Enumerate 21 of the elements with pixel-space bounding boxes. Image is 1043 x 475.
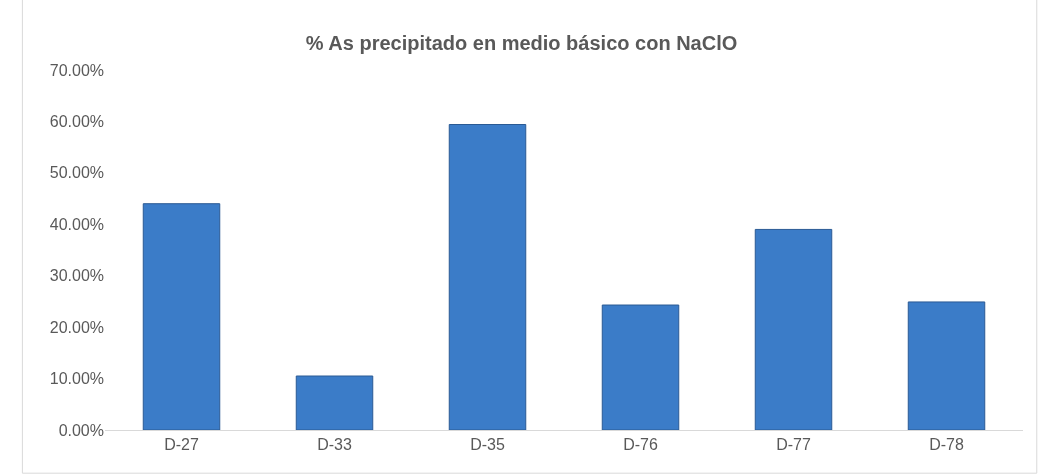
y-tick-label: 0.00% (58, 421, 104, 439)
x-tick-label: D-76 (623, 436, 658, 454)
bar (142, 203, 221, 430)
y-tick-label: 40.00% (49, 215, 104, 233)
y-tick-label: 60.00% (49, 113, 104, 131)
x-tick-label: D-35 (470, 436, 505, 454)
y-tick-label: 70.00% (49, 61, 104, 79)
chart-title: % As precipitado en medio básico con NaClO (305, 31, 738, 54)
bar (601, 304, 680, 430)
bar (295, 375, 374, 430)
x-tick-label: D-33 (317, 436, 352, 454)
y-tick-label: 30.00% (49, 267, 104, 285)
y-tick-label: 50.00% (49, 164, 104, 182)
x-tick-label: D-78 (929, 436, 964, 454)
x-tick-label: D-77 (776, 436, 811, 454)
y-tick-label: 20.00% (49, 318, 104, 336)
y-tick-label: 10.00% (49, 370, 104, 388)
bar (754, 228, 833, 430)
x-tick-label: D-27 (164, 436, 199, 454)
bar (907, 301, 986, 430)
bar (448, 124, 527, 430)
